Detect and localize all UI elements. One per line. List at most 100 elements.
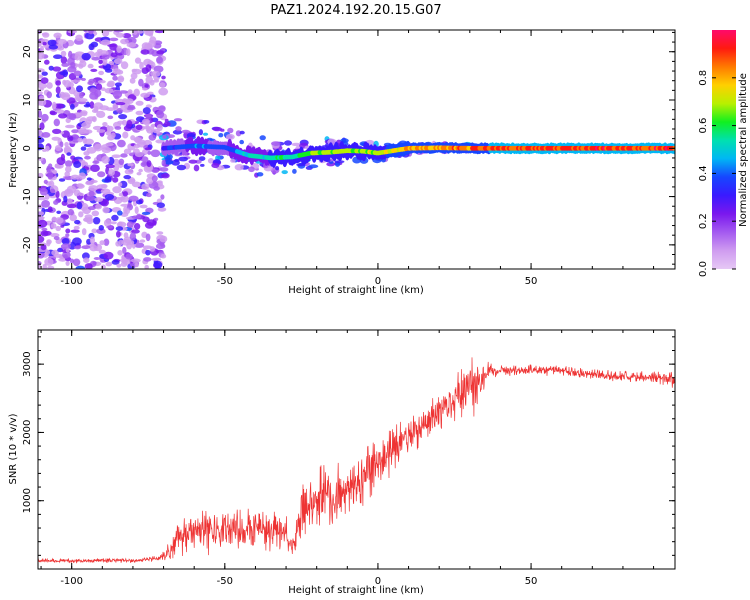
- noise-blob: [78, 172, 87, 180]
- noise-blob: [156, 50, 165, 55]
- noise-blob: [141, 183, 150, 190]
- signal-halo-blob: [292, 168, 297, 174]
- spectrogram-y-tick-label: 20: [22, 45, 33, 58]
- noise-blob: [130, 72, 138, 80]
- noise-blob: [91, 228, 98, 234]
- noise-blob: [94, 197, 103, 203]
- noise-blob: [134, 206, 139, 215]
- noise-blob: [144, 84, 149, 88]
- noise-blob: [139, 61, 144, 70]
- snr-y-tick-label: 1000: [22, 488, 33, 513]
- noise-blob: [86, 195, 96, 201]
- noise-blob: [90, 41, 99, 48]
- noise-blob: [53, 200, 59, 205]
- signal-halo-blob: [173, 118, 183, 122]
- noise-blob: [156, 124, 163, 132]
- colorbar-gradient: [712, 30, 736, 269]
- noise-blob: [65, 233, 70, 238]
- signal-halo-blob: [275, 166, 280, 171]
- noise-blob: [63, 80, 72, 88]
- signal-halo-blob: [256, 172, 264, 177]
- noise-blob: [48, 65, 54, 71]
- colorbar-label: Normalized spectral amplitude: [738, 73, 749, 227]
- noise-blob: [98, 225, 105, 231]
- noise-blob: [39, 87, 44, 91]
- noise-blob: [100, 198, 109, 207]
- noise-blob: [70, 229, 80, 233]
- noise-blob: [88, 185, 99, 191]
- noise-blob: [145, 64, 152, 72]
- spectrogram-y-tick-label: -10: [22, 188, 33, 204]
- signal-halo-blob: [207, 158, 214, 164]
- noise-blob: [69, 214, 77, 222]
- snr-x-tick-label: 50: [525, 576, 538, 587]
- noise-blob: [59, 71, 68, 76]
- noise-blob: [131, 215, 141, 219]
- noise-blob: [121, 239, 131, 246]
- noise-blob: [44, 257, 54, 266]
- noise-blob: [86, 147, 97, 154]
- snr-y-tick-label: 3000: [22, 351, 33, 376]
- noise-blob: [100, 188, 111, 195]
- noise-blob: [145, 112, 152, 120]
- noise-blob: [41, 71, 48, 76]
- noise-blob: [115, 102, 126, 106]
- noise-blob: [135, 100, 144, 106]
- noise-blob: [53, 170, 58, 175]
- signal-halo-blob: [234, 164, 244, 171]
- spectrogram-y-tick-label: 0: [22, 145, 33, 151]
- snr-panel: -100 -50 0 50 1000 2000 3000 Height of straigh…: [8, 329, 676, 596]
- noise-blob: [75, 34, 83, 41]
- snr-marks: [38, 357, 675, 564]
- noise-blob: [150, 149, 161, 158]
- noise-blob: [120, 153, 128, 158]
- signal-halo-blob: [193, 164, 200, 172]
- noise-blob: [42, 41, 47, 46]
- noise-blob: [76, 85, 83, 93]
- noise-blob: [118, 196, 126, 201]
- noise-blob: [60, 56, 68, 65]
- noise-blob: [38, 95, 45, 100]
- noise-blob: [72, 258, 81, 267]
- noise-blob: [76, 201, 83, 210]
- noise-blob: [141, 211, 151, 215]
- noise-blob: [55, 190, 60, 199]
- noise-blob: [83, 257, 90, 264]
- noise-blob: [51, 101, 57, 110]
- noise-blob: [117, 75, 125, 83]
- noise-blob: [46, 239, 52, 245]
- noise-blob: [113, 163, 120, 172]
- noise-blob: [48, 44, 58, 50]
- noise-blob: [50, 223, 57, 229]
- noise-blob: [156, 202, 165, 208]
- noise-blob: [85, 101, 91, 107]
- signal-halo-blob: [198, 129, 203, 136]
- noise-blob: [97, 171, 106, 178]
- noise-blob: [110, 221, 117, 225]
- noise-blob: [140, 92, 150, 98]
- spectrogram-x-tick-label: 50: [525, 276, 538, 287]
- noise-blob: [74, 53, 81, 61]
- noise-blob: [145, 249, 151, 256]
- noise-blob: [116, 263, 122, 268]
- noise-blob: [101, 155, 110, 164]
- noise-blob: [142, 118, 150, 125]
- noise-blob: [127, 163, 134, 167]
- signal-halo-blob: [175, 126, 182, 132]
- noise-blob: [81, 52, 91, 61]
- noise-blob: [125, 98, 134, 105]
- noise-blob: [140, 156, 149, 163]
- noise-blob: [73, 225, 80, 230]
- noise-blob: [126, 120, 133, 128]
- noise-blob: [53, 32, 62, 39]
- noise-blob: [88, 30, 94, 35]
- noise-blob: [111, 259, 120, 265]
- noise-blob: [66, 185, 77, 194]
- noise-blob: [98, 249, 106, 254]
- noise-blob: [144, 264, 149, 269]
- signal-halo-blob: [239, 130, 245, 135]
- noise-blob: [113, 58, 123, 65]
- noise-blob: [147, 150, 152, 155]
- noise-blob: [108, 60, 115, 66]
